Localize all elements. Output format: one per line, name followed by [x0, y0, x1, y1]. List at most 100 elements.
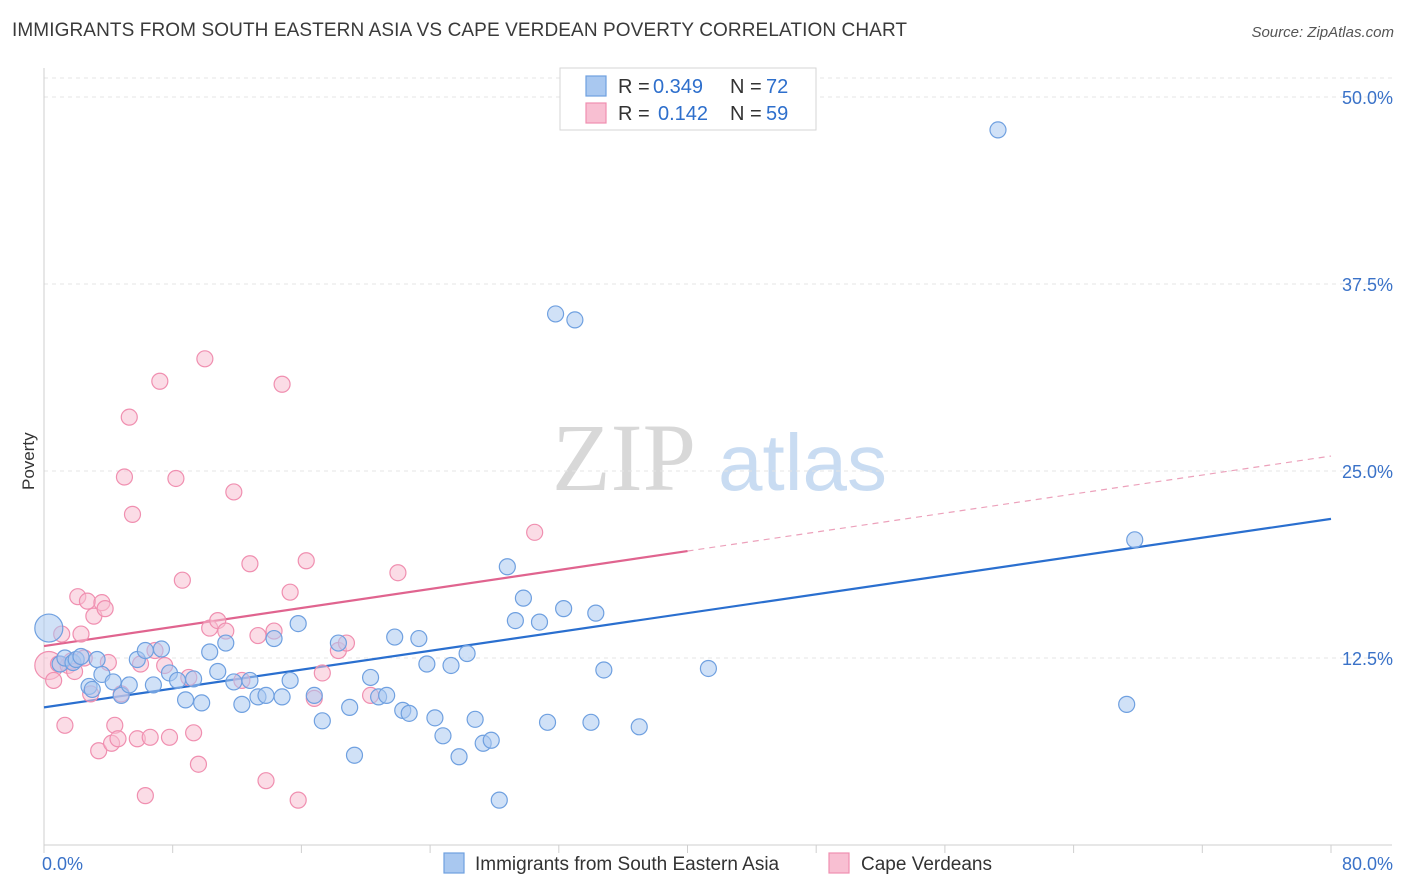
data-point-s1-28	[141, 728, 159, 746]
data-point-s1-32	[160, 728, 179, 746]
data-point-s0-69	[989, 121, 1007, 139]
data-point-s0-18	[168, 671, 187, 690]
x-tick-label-min: 0.0%	[42, 854, 83, 874]
data-point-s0-26	[233, 695, 251, 713]
data-point-s1-23	[120, 408, 138, 426]
data-point-s0-58	[514, 589, 533, 607]
data-points	[34, 121, 1144, 809]
trend-lines	[43, 455, 1332, 709]
data-point-s0-54	[482, 731, 500, 749]
data-point-s0-65	[587, 604, 605, 622]
data-point-s0-56	[498, 558, 516, 576]
data-point-s1-11	[78, 592, 97, 610]
data-point-s0-27	[241, 671, 259, 690]
data-point-s1-49	[281, 583, 299, 601]
data-point-s1-36	[185, 724, 203, 742]
data-point-s0-50	[450, 748, 468, 766]
data-point-s1-27	[136, 787, 154, 805]
data-point-s1-22	[115, 468, 134, 486]
data-point-s0-20	[185, 670, 203, 688]
data-point-s0-47	[426, 709, 444, 727]
data-point-s1-14	[90, 742, 108, 760]
y-tick-label-2: 37.5%	[1342, 275, 1393, 295]
legend-r-label-cv: R =	[618, 103, 650, 125]
data-point-s0-15	[144, 676, 162, 694]
data-point-s0-45	[410, 629, 428, 648]
legend-n-label-cv: N =	[730, 103, 762, 125]
data-point-s0-23	[209, 662, 227, 681]
chart-title: IMMIGRANTS FROM SOUTH EASTERN ASIA VS CA…	[12, 20, 908, 41]
data-point-s0-67	[630, 718, 648, 736]
data-point-s0-35	[313, 712, 331, 730]
data-point-s0-48	[434, 727, 452, 745]
data-point-s0-21	[193, 694, 211, 712]
legend-r-label-sea: R =	[618, 76, 650, 98]
data-point-s0-63	[566, 311, 584, 329]
data-point-s0-39	[361, 668, 380, 687]
data-point-s1-33	[167, 469, 185, 488]
series-swatch-sea	[443, 852, 465, 874]
series-legend: Immigrants from South Eastern Asia Cape …	[443, 852, 992, 875]
data-point-s1-57	[389, 564, 407, 582]
y-axis-label: Poverty	[19, 432, 38, 490]
data-point-s1-46	[257, 772, 275, 790]
chart-source: Source: ZipAtlas.com	[1251, 24, 1394, 41]
data-point-s0-19	[176, 691, 195, 709]
data-point-s0-24	[217, 634, 235, 652]
data-point-s0-16	[152, 640, 171, 658]
data-point-s1-16	[96, 600, 114, 618]
data-point-s0-44	[400, 704, 418, 722]
data-point-s1-4	[56, 716, 74, 734]
watermark-zip: ZIP	[552, 404, 696, 511]
data-point-s0-42	[386, 628, 404, 646]
data-point-s1-30	[151, 372, 169, 390]
series-swatch-cv	[828, 852, 850, 874]
data-point-s0-55	[490, 791, 508, 809]
data-point-s0-59	[530, 613, 549, 631]
data-point-s0-49	[442, 656, 460, 675]
data-point-s0-62	[555, 600, 573, 618]
data-point-s1-1	[45, 671, 63, 690]
data-point-s0-25	[225, 673, 243, 691]
data-point-s0-31	[273, 688, 291, 706]
data-point-s1-20	[109, 730, 127, 748]
data-point-s0-64	[582, 713, 600, 731]
data-point-s1-58	[526, 523, 544, 541]
legend-n-value-sea: 72	[766, 76, 788, 98]
trend-line-dashed-1	[687, 455, 1332, 552]
data-point-s0-14	[136, 641, 154, 660]
data-point-s0-0	[34, 613, 64, 643]
y-tick-labels: 12.5% 25.0% 37.5% 50.0%	[1342, 88, 1393, 669]
y-tick-label-1: 25.0%	[1342, 462, 1393, 482]
data-point-s0-70	[1118, 695, 1136, 713]
data-point-s1-42	[225, 483, 243, 501]
data-point-s0-68	[699, 659, 718, 678]
data-point-s0-33	[289, 614, 307, 633]
data-point-s0-71	[1126, 531, 1144, 549]
correlation-legend: R = 0.349 N = 72 R = 0.142 N = 59	[559, 67, 817, 131]
legend-n-value-cv: 59	[766, 103, 788, 125]
data-point-s0-46	[418, 655, 436, 673]
data-point-s0-51	[458, 644, 476, 663]
legend-r-value-cv: 0.142	[658, 103, 708, 125]
data-point-s0-36	[329, 634, 348, 652]
trend-line-solid-1	[43, 549, 688, 648]
data-point-s1-51	[297, 552, 315, 570]
series-name-sea: Immigrants from South Eastern Asia	[475, 854, 780, 875]
watermark-atlas: atlas	[718, 418, 887, 507]
data-point-s0-5	[72, 647, 90, 666]
data-point-s0-66	[595, 661, 613, 679]
data-point-s1-44	[241, 555, 259, 573]
data-point-s0-41	[378, 686, 396, 705]
data-point-s0-61	[546, 305, 565, 323]
data-point-s0-8	[88, 650, 106, 669]
data-point-s0-12	[120, 676, 138, 694]
data-point-s0-10	[104, 673, 122, 691]
data-point-s0-22	[201, 643, 219, 661]
data-point-s0-60	[538, 713, 557, 731]
data-point-s1-38	[196, 350, 214, 368]
data-point-s0-37	[341, 698, 359, 716]
data-point-s1-37	[189, 755, 208, 773]
data-point-s1-34	[173, 571, 191, 589]
axes	[43, 68, 1392, 853]
